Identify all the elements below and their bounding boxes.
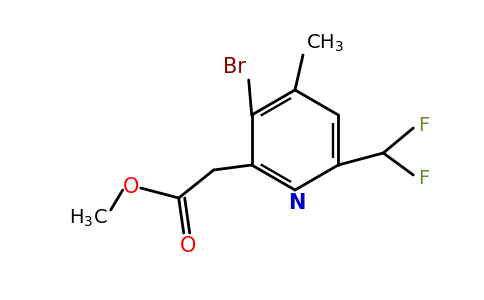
- Text: F: F: [418, 116, 429, 134]
- Text: O: O: [180, 236, 196, 256]
- Text: F: F: [418, 169, 429, 188]
- Text: N: N: [288, 193, 306, 213]
- Text: CH$_3$: CH$_3$: [306, 32, 344, 54]
- Text: H$_3$C: H$_3$C: [69, 207, 108, 229]
- Text: Br: Br: [223, 57, 246, 77]
- Text: O: O: [122, 177, 139, 197]
